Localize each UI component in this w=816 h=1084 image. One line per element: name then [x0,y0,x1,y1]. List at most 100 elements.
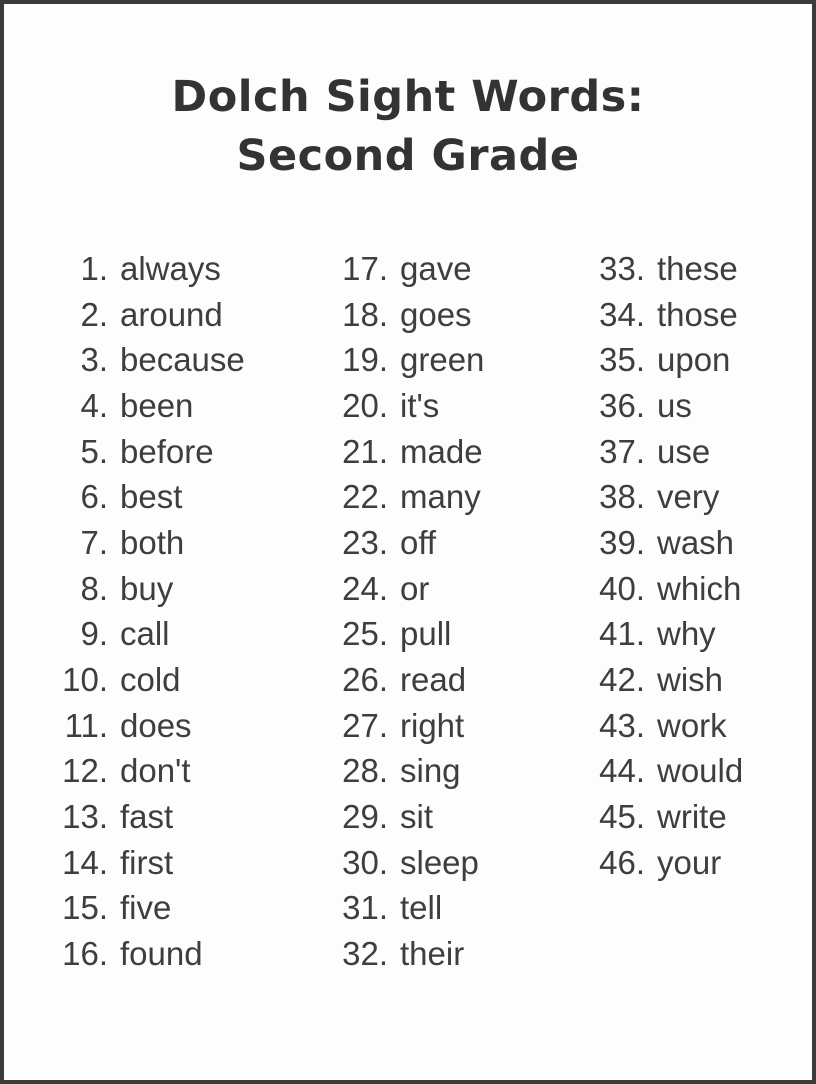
item-number: 12. [62,752,108,790]
document-title: Dolch Sight Words: Second Grade [4,68,812,186]
item-number: 33. [599,249,645,287]
item-word: off [400,523,437,561]
item-number: 45. [599,798,645,836]
list-item: 1. always [45,246,325,292]
item-number: 19. [342,341,388,379]
list-item: 34. those [582,292,812,338]
list-item: 25. pull [325,612,582,658]
item-number: 5. [80,432,108,470]
item-number: 37. [599,432,645,470]
list-item: 29. sit [325,794,582,840]
list-item: 17. gave [325,246,582,292]
item-number: 40. [599,569,645,607]
item-word: pull [400,615,452,653]
item-number: 44. [599,752,645,790]
item-number: 7. [80,523,108,561]
item-number: 28. [342,752,388,790]
item-number: 17. [342,249,388,287]
list-item: 45. write [582,794,812,840]
list-item: 18. goes [325,292,582,338]
item-number: 43. [599,706,645,744]
item-number: 27. [342,706,388,744]
list-item: 9. call [45,612,325,658]
word-column-1: 1. always 2. around 3. because 4. been 5. before 6… [45,246,325,977]
list-item: 21. made [325,429,582,475]
list-item: 35. upon [582,337,812,383]
list-item: 19. green [325,337,582,383]
list-item: 26. read [325,657,582,703]
item-word: your [657,843,722,881]
title-line-1: Dolch Sight Words: [171,72,645,122]
item-word: use [657,432,711,470]
list-item: 13. fast [45,794,325,840]
item-word: five [120,889,172,927]
title-line-2: Second Grade [236,131,580,181]
item-number: 21. [342,432,388,470]
word-column-2: 17. gave 18. goes 19. green 20. it's 21. made 22. m… [325,246,582,977]
item-number: 36. [599,386,645,424]
list-item: 14. first [45,840,325,886]
list-item: 3. because [45,337,325,383]
item-number: 3. [80,341,108,379]
item-word: wish [657,661,724,699]
list-item: 27. right [325,703,582,749]
item-word: cold [120,661,181,699]
word-list: 1. always 2. around 3. because 4. been 5. before 6… [4,246,812,977]
item-word: around [120,295,223,333]
item-number: 38. [599,478,645,516]
item-number: 15. [62,889,108,927]
item-word: made [400,432,483,470]
item-word: upon [657,341,731,379]
item-number: 32. [342,935,388,973]
item-word: before [120,432,214,470]
item-word: which [657,569,742,607]
item-word: goes [400,295,472,333]
item-word: us [657,386,692,424]
list-item: 31. tell [325,886,582,932]
list-item: 28. sing [325,749,582,795]
list-item: 2. around [45,292,325,338]
item-number: 10. [62,661,108,699]
list-item: 43. work [582,703,812,749]
item-word: call [120,615,170,653]
item-word: read [400,661,467,699]
item-word: first [120,843,174,881]
item-word: these [657,249,738,287]
list-item: 39. wash [582,520,812,566]
list-item: 6. best [45,474,325,520]
item-word: sing [400,752,461,790]
item-number: 23. [342,523,388,561]
item-number: 22. [342,478,388,516]
item-number: 8. [80,569,108,607]
item-number: 6. [80,478,108,516]
list-item: 38. very [582,474,812,520]
item-word: always [120,249,221,287]
item-word: because [120,341,245,379]
item-word: sit [400,798,433,836]
item-word: green [400,341,485,379]
item-number: 1. [80,249,108,287]
list-item: 11. does [45,703,325,749]
item-number: 18. [342,295,388,333]
item-word: many [400,478,481,516]
list-item: 40. which [582,566,812,612]
list-item: 10. cold [45,657,325,703]
item-number: 4. [80,386,108,424]
list-item: 23. off [325,520,582,566]
list-item: 36. us [582,383,812,429]
item-number: 11. [64,706,108,744]
item-number: 39. [599,523,645,561]
list-item: 5. before [45,429,325,475]
list-item: 15. five [45,886,325,932]
word-column-3: 33. these 34. those 35. upon 36. us 37. use 38. ver… [582,246,812,977]
list-item: 37. use [582,429,812,475]
item-word: been [120,386,194,424]
list-item: 30. sleep [325,840,582,886]
item-word: wash [657,523,735,561]
list-item: 22. many [325,474,582,520]
item-word: write [657,798,727,836]
list-item: 12. don't [45,749,325,795]
list-item: 32. their [325,931,582,977]
list-item: 46. your [582,840,812,886]
